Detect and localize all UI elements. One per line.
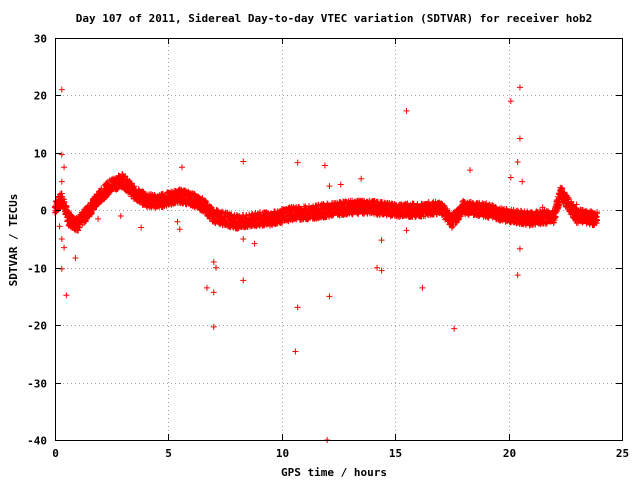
y-tick-label: -30 xyxy=(27,378,47,391)
y-tick-label: 30 xyxy=(34,33,47,46)
data-point xyxy=(117,213,124,220)
data-point xyxy=(451,325,458,332)
data-point xyxy=(419,284,426,291)
data-point xyxy=(65,208,72,215)
data-point xyxy=(573,201,580,208)
data-point xyxy=(174,218,181,225)
data-point xyxy=(61,164,68,171)
data-point xyxy=(519,178,526,185)
y-tick-label: -20 xyxy=(27,320,47,333)
data-point xyxy=(403,227,410,234)
x-tick-labels: 0 5 10 15 20 25 xyxy=(52,447,629,460)
data-point xyxy=(251,240,258,247)
data-point xyxy=(56,223,63,230)
data-point xyxy=(326,293,333,300)
data-point xyxy=(294,159,301,166)
data-point xyxy=(337,181,344,188)
data-point xyxy=(240,277,247,284)
gridlines xyxy=(55,38,622,440)
x-axis-label: GPS time / hours xyxy=(281,466,387,479)
data-point xyxy=(358,175,365,182)
y-tick-label: -40 xyxy=(27,435,47,448)
data-point xyxy=(507,174,514,181)
axis-ticks xyxy=(55,38,623,441)
data-point xyxy=(559,185,566,192)
data-point xyxy=(58,151,65,158)
data-point xyxy=(594,209,601,216)
data-point xyxy=(61,244,68,251)
data-point xyxy=(58,86,65,93)
x-tick-label: 10 xyxy=(276,447,289,460)
data-point xyxy=(326,183,333,190)
x-tick-label: 20 xyxy=(503,447,516,460)
x-tick-label: 15 xyxy=(389,447,402,460)
data-point xyxy=(489,202,496,209)
y-tick-label: 0 xyxy=(40,205,47,218)
data-point xyxy=(565,194,572,201)
data-point xyxy=(514,159,521,166)
data-point xyxy=(176,226,183,233)
data-point xyxy=(58,178,65,185)
data-point xyxy=(292,348,299,355)
data-point xyxy=(516,84,523,91)
data-point xyxy=(467,167,474,174)
data-point xyxy=(210,323,217,330)
data-point xyxy=(213,264,220,271)
data-point xyxy=(210,289,217,296)
data-point xyxy=(321,162,328,169)
data-point xyxy=(403,107,410,114)
data-point xyxy=(131,183,138,190)
data-point xyxy=(514,272,521,279)
data-point xyxy=(179,164,186,171)
y-tick-labels: -40 -30 -20 -10 0 10 20 30 xyxy=(27,33,47,448)
chart-title: Day 107 of 2011, Sidereal Day-to-day VTE… xyxy=(76,12,593,25)
y-axis-label: SDTVAR / TECUs xyxy=(7,194,20,287)
data-point xyxy=(95,215,102,222)
data-point xyxy=(240,236,247,242)
data-point xyxy=(210,258,217,265)
data-point xyxy=(240,158,247,165)
data-point xyxy=(203,284,210,291)
data-point xyxy=(138,224,145,231)
data-point xyxy=(378,237,385,244)
data-point xyxy=(75,227,82,234)
data-point xyxy=(294,304,301,311)
x-tick-label: 25 xyxy=(616,447,629,460)
y-tick-label: 20 xyxy=(34,90,47,103)
data-point xyxy=(120,173,127,180)
data-point xyxy=(374,264,381,271)
data-points xyxy=(52,84,601,443)
y-tick-label: -10 xyxy=(27,263,47,276)
data-point xyxy=(378,267,385,274)
x-tick-label: 0 xyxy=(52,447,59,460)
data-point xyxy=(63,292,70,299)
data-point xyxy=(412,214,419,221)
x-tick-label: 5 xyxy=(165,447,172,460)
data-point xyxy=(539,204,546,211)
y-tick-label: 10 xyxy=(34,148,47,161)
data-point xyxy=(58,236,65,242)
data-point xyxy=(507,98,514,105)
data-point xyxy=(516,245,523,252)
data-point xyxy=(76,224,83,231)
data-point xyxy=(594,217,601,224)
data-point xyxy=(72,254,79,261)
plot-frame xyxy=(55,38,623,441)
data-point xyxy=(61,199,68,206)
data-point xyxy=(516,135,523,142)
